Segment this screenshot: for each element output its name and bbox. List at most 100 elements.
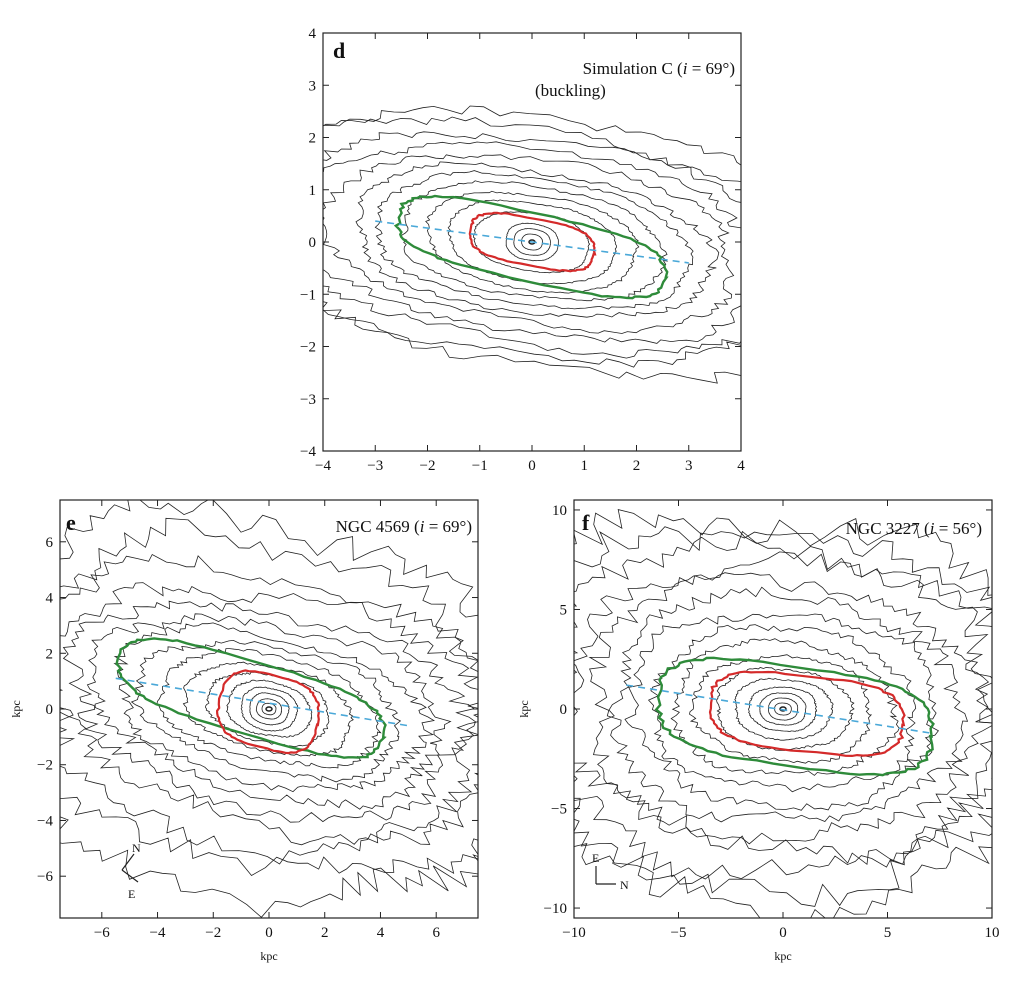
panel-title: Simulation C (i = 69°)	[583, 59, 735, 78]
svg-text:N: N	[620, 878, 629, 892]
black-contour	[767, 697, 799, 721]
svg-text:N: N	[132, 841, 141, 855]
svg-text:E: E	[128, 887, 135, 901]
black-contour	[323, 154, 735, 334]
black-contour	[60, 500, 478, 918]
panel-subtitle: (buckling)	[535, 81, 606, 100]
x-tick-label: 5	[884, 925, 892, 941]
y-tick-label: 1	[309, 183, 317, 199]
contour-group	[323, 105, 741, 384]
black-contour	[323, 131, 741, 359]
x-tick-label: 4	[377, 925, 385, 941]
x-tick-label: −2	[420, 458, 436, 474]
green-contour	[654, 656, 935, 777]
contour-group	[574, 509, 992, 918]
red-contour	[215, 669, 321, 755]
black-contour	[225, 679, 313, 738]
black-contour	[60, 517, 478, 877]
black-contour	[205, 671, 330, 748]
y-tick-label: 0	[560, 702, 568, 718]
black-contour	[255, 698, 283, 720]
x-tick-label: 2	[321, 925, 329, 941]
x-tick-label: 3	[685, 458, 693, 474]
x-tick-label: −2	[205, 925, 221, 941]
x-tick-label: 10	[985, 925, 1000, 941]
black-contour	[425, 190, 640, 294]
y-tick-label: 2	[309, 131, 317, 147]
y-tick-label: 2	[46, 646, 54, 662]
black-contour	[670, 638, 900, 776]
panel-title: NGC 4569 (i = 69°)	[336, 517, 472, 536]
black-contour	[156, 648, 382, 769]
x-tick-label: −10	[562, 925, 585, 941]
black-contour	[401, 180, 669, 302]
black-contour	[240, 686, 299, 732]
x-tick-label: −1	[472, 458, 488, 474]
x-tick-label: −4	[150, 925, 166, 941]
nucleus-marker	[265, 706, 273, 712]
black-contour	[60, 582, 478, 846]
y-tick-label: 3	[309, 78, 317, 94]
x-tick-label: 0	[528, 458, 536, 474]
black-contour	[588, 572, 992, 845]
x-tick-label: 6	[432, 925, 440, 941]
black-contour	[355, 161, 720, 318]
black-contour	[734, 677, 834, 741]
y-tick-label: 6	[46, 535, 54, 551]
black-contour	[182, 661, 354, 757]
y-tick-label: −6	[37, 869, 53, 885]
x-tick-label: −5	[671, 925, 687, 941]
x-tick-label: −4	[315, 458, 331, 474]
black-contour	[574, 509, 992, 918]
black-contour	[323, 141, 741, 344]
red-contour	[708, 670, 906, 758]
compass-indicator: NE	[121, 841, 141, 901]
y-tick-label: 0	[46, 702, 54, 718]
y-tick-label: −2	[37, 758, 53, 774]
panel-e-ngc-4569: −6 −4 −2 0 2 4 6 6 4 2 0 −2 −4 −6 e NGC 4569 (i = 69°) k…	[9, 499, 479, 963]
black-contour	[574, 526, 992, 907]
y-tick-label: −10	[544, 901, 567, 917]
black-contour	[130, 639, 402, 783]
bar-axis-dashed-line	[375, 220, 689, 264]
green-contour	[393, 194, 669, 300]
contour-group	[60, 500, 478, 918]
y-tick-label: −3	[300, 392, 316, 408]
black-contour	[624, 613, 940, 811]
black-contour	[647, 624, 917, 793]
x-axis-label: kpc	[260, 949, 277, 963]
panel-label: d	[333, 38, 345, 63]
panel-f-ngc-3227: −10 −5 0 5 10 10 5 0 −5 −10 f NGC 3227 (i = 56°) kpc…	[517, 499, 1000, 963]
black-contour	[689, 654, 873, 764]
x-tick-label: 1	[581, 458, 589, 474]
green-contour	[115, 637, 387, 759]
x-tick-label: 0	[779, 925, 787, 941]
x-tick-label: 2	[633, 458, 641, 474]
svg-text:E: E	[592, 851, 599, 865]
x-axis-label: kpc	[774, 949, 791, 963]
panel-label: e	[66, 510, 76, 535]
y-tick-label: 10	[552, 503, 567, 519]
x-tick-label: −6	[94, 925, 110, 941]
y-tick-label: 4	[46, 591, 54, 607]
compass-indicator: NE	[592, 851, 629, 892]
panel-title: NGC 3227 (i = 56°)	[846, 519, 982, 538]
red-contour	[468, 211, 597, 273]
bar-axis-dashed-line	[115, 677, 409, 727]
black-contour	[574, 551, 992, 866]
y-tick-label: −4	[300, 444, 316, 460]
x-tick-label: −3	[367, 458, 383, 474]
black-contour	[249, 692, 290, 726]
y-tick-label: 5	[560, 602, 568, 618]
black-contour	[323, 105, 741, 384]
black-contour	[748, 686, 818, 733]
y-tick-label: 4	[309, 26, 317, 42]
black-contour	[606, 586, 969, 823]
y-tick-label: −4	[37, 813, 53, 829]
panel-label: f	[582, 510, 590, 535]
black-contour	[574, 530, 992, 880]
panel-d-simulation-c: −4 −3 −2 −1 0 1 2 3 4 4 3 2 1 0 −1 −2 −3 −4 d Simulation C …	[300, 26, 745, 474]
x-tick-label: 0	[265, 925, 273, 941]
black-contour	[323, 116, 741, 368]
